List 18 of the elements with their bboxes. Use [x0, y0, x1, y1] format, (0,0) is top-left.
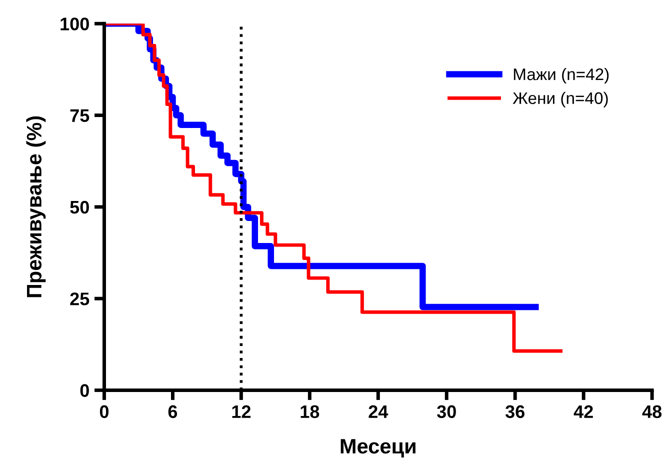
y-tick-label: 75 — [70, 109, 90, 122]
y-tick-label: 100 — [60, 18, 89, 30]
x-tick-label: 24 — [368, 405, 388, 418]
y-tick-label: 25 — [70, 292, 90, 306]
x-tick-label: 48 — [642, 405, 662, 418]
x-tick-label: 30 — [436, 405, 456, 418]
y-tick-label: 0 — [80, 384, 89, 397]
x-tick-label: 36 — [505, 405, 524, 418]
x-axis-title: Месеци — [340, 439, 416, 458]
x-tick-label: 6 — [168, 405, 178, 418]
x-tick-label: 12 — [232, 405, 251, 418]
legend-label: Жени (n=40) — [512, 92, 608, 108]
y-axis-title: Преживување (%) — [26, 116, 46, 298]
x-tick-label: 18 — [300, 405, 320, 418]
x-tick-label: 0 — [100, 405, 109, 418]
y-tick-label: 50 — [70, 200, 89, 214]
legend-label: Мажи (n=42) — [514, 68, 609, 84]
x-tick-label: 42 — [574, 405, 593, 418]
